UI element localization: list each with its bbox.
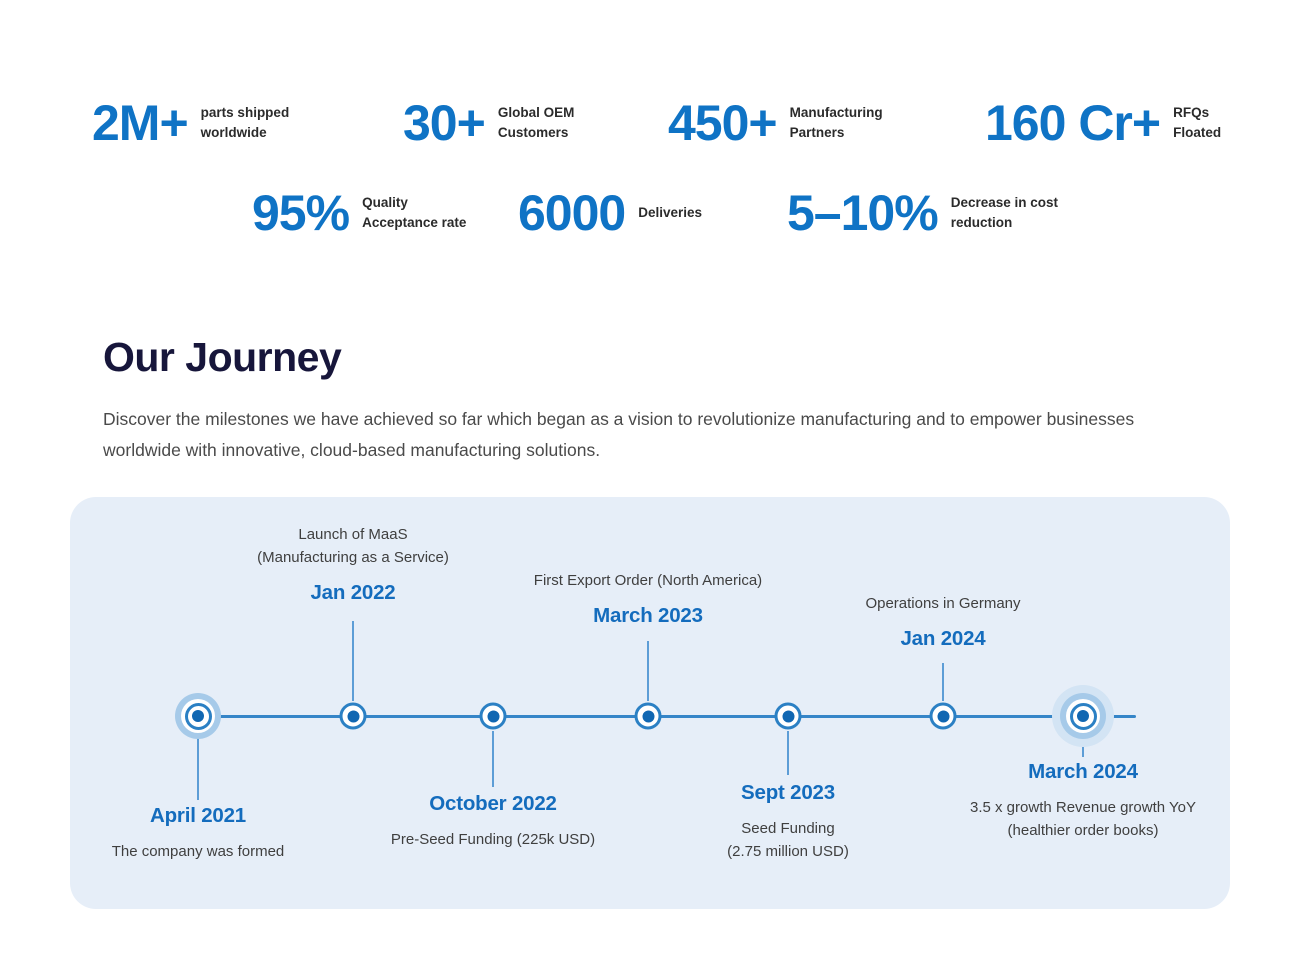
stat-value: 450+	[668, 95, 778, 151]
milestone-date: Sept 2023	[741, 781, 835, 804]
milestone-march-2024: March 2024 3.5 x growth Revenue growth Y…	[903, 759, 1263, 842]
page-title: Our Journey	[103, 334, 342, 380]
timeline-connector	[352, 621, 354, 701]
stat-value: 2M+	[92, 95, 189, 151]
node-dot	[1077, 710, 1089, 722]
stat-rfqs-floated: 160 Cr+ RFQs Floated	[985, 98, 1221, 148]
timeline-node	[929, 702, 957, 730]
node-halo	[1060, 693, 1106, 739]
milestone-sept-2023: Sept 2023 Seed Funding (2.75 million USD…	[608, 780, 968, 863]
node-dot	[192, 710, 204, 722]
timeline-connector	[787, 731, 789, 775]
stat-cost-reduction: 5–10% Decrease in cost reduction	[787, 188, 1058, 238]
journey-description: Discover the milestones we have achieved…	[103, 409, 1135, 460]
timeline-connector	[942, 663, 944, 701]
stat-deliveries: 6000 Deliveries	[518, 188, 702, 238]
stat-value: 160 Cr+	[985, 95, 1161, 151]
milestone-description: (healthier order books)	[1007, 822, 1159, 839]
timeline-node	[339, 702, 367, 730]
milestone-description: Operations in Germany	[865, 595, 1021, 612]
node-dot	[937, 710, 949, 722]
milestone-description: (Manufacturing as a Service)	[257, 549, 449, 566]
node-dot	[487, 710, 499, 722]
milestone-october-2022: October 2022 Pre-Seed Funding (225k USD)	[313, 791, 673, 851]
milestone-description: 3.5 x growth Revenue growth YoY	[970, 799, 1196, 816]
timeline-card: April 2021 The company was formed Launch…	[70, 497, 1230, 909]
milestone-jan-2022: Launch of MaaS (Manufacturing as a Servi…	[173, 523, 533, 606]
stat-label: RFQs Floated	[1173, 105, 1222, 140]
milestone-date: Jan 2024	[900, 627, 986, 650]
stat-manufacturing-partners: 450+ Manufacturing Partners	[668, 98, 883, 148]
stat-label: parts shipped worldwide	[200, 105, 290, 140]
stat-label: Deliveries	[638, 205, 703, 220]
milestone-description: The company was formed	[111, 843, 285, 860]
stat-value: 30+	[403, 95, 486, 151]
timeline-connector	[197, 738, 199, 800]
stat-label: Quality Acceptance rate	[362, 195, 467, 230]
stat-label: Global OEM Customers	[497, 105, 575, 140]
stat-parts-shipped: 2M+ parts shipped worldwide	[92, 98, 289, 148]
milestone-description: First Export Order (North America)	[533, 572, 763, 589]
milestone-date: March 2023	[593, 604, 703, 627]
node-dot	[642, 710, 654, 722]
milestone-description: Pre-Seed Funding (225k USD)	[390, 831, 596, 848]
timeline-node-last	[1052, 685, 1114, 747]
node-dot	[347, 710, 359, 722]
stat-value: 95%	[252, 185, 350, 241]
stat-label: Manufacturing Partners	[789, 105, 883, 140]
timeline-connector	[647, 641, 649, 701]
stat-oem-customers: 30+ Global OEM Customers	[403, 98, 574, 148]
stat-value: 6000	[518, 185, 626, 241]
node-halo	[175, 693, 221, 739]
milestone-jan-2024: Operations in Germany Jan 2024	[763, 592, 1123, 652]
timeline-connector	[492, 731, 494, 787]
timeline-node	[774, 702, 802, 730]
timeline-node	[479, 702, 507, 730]
milestone-description: Launch of MaaS	[298, 526, 408, 543]
milestone-description: (2.75 million USD)	[727, 843, 849, 860]
stat-label: Decrease in cost reduction	[950, 195, 1059, 230]
stat-quality-acceptance: 95% Quality Acceptance rate	[252, 188, 466, 238]
milestone-date: April 2021	[150, 804, 246, 827]
stat-value: 5–10%	[787, 185, 939, 241]
milestone-april-2021: April 2021 The company was formed	[18, 803, 378, 863]
milestone-march-2023: First Export Order (North America) March…	[468, 569, 828, 629]
milestone-description: Seed Funding	[741, 820, 835, 837]
node-dot	[782, 710, 794, 722]
timeline-node-first	[175, 693, 221, 739]
milestone-date: March 2024	[1028, 760, 1138, 783]
node-glow	[1052, 685, 1114, 747]
timeline-connector	[1082, 747, 1084, 757]
timeline-node	[634, 702, 662, 730]
timeline-axis	[198, 715, 1136, 718]
milestone-date: October 2022	[429, 792, 557, 815]
milestone-date: Jan 2022	[310, 581, 396, 604]
